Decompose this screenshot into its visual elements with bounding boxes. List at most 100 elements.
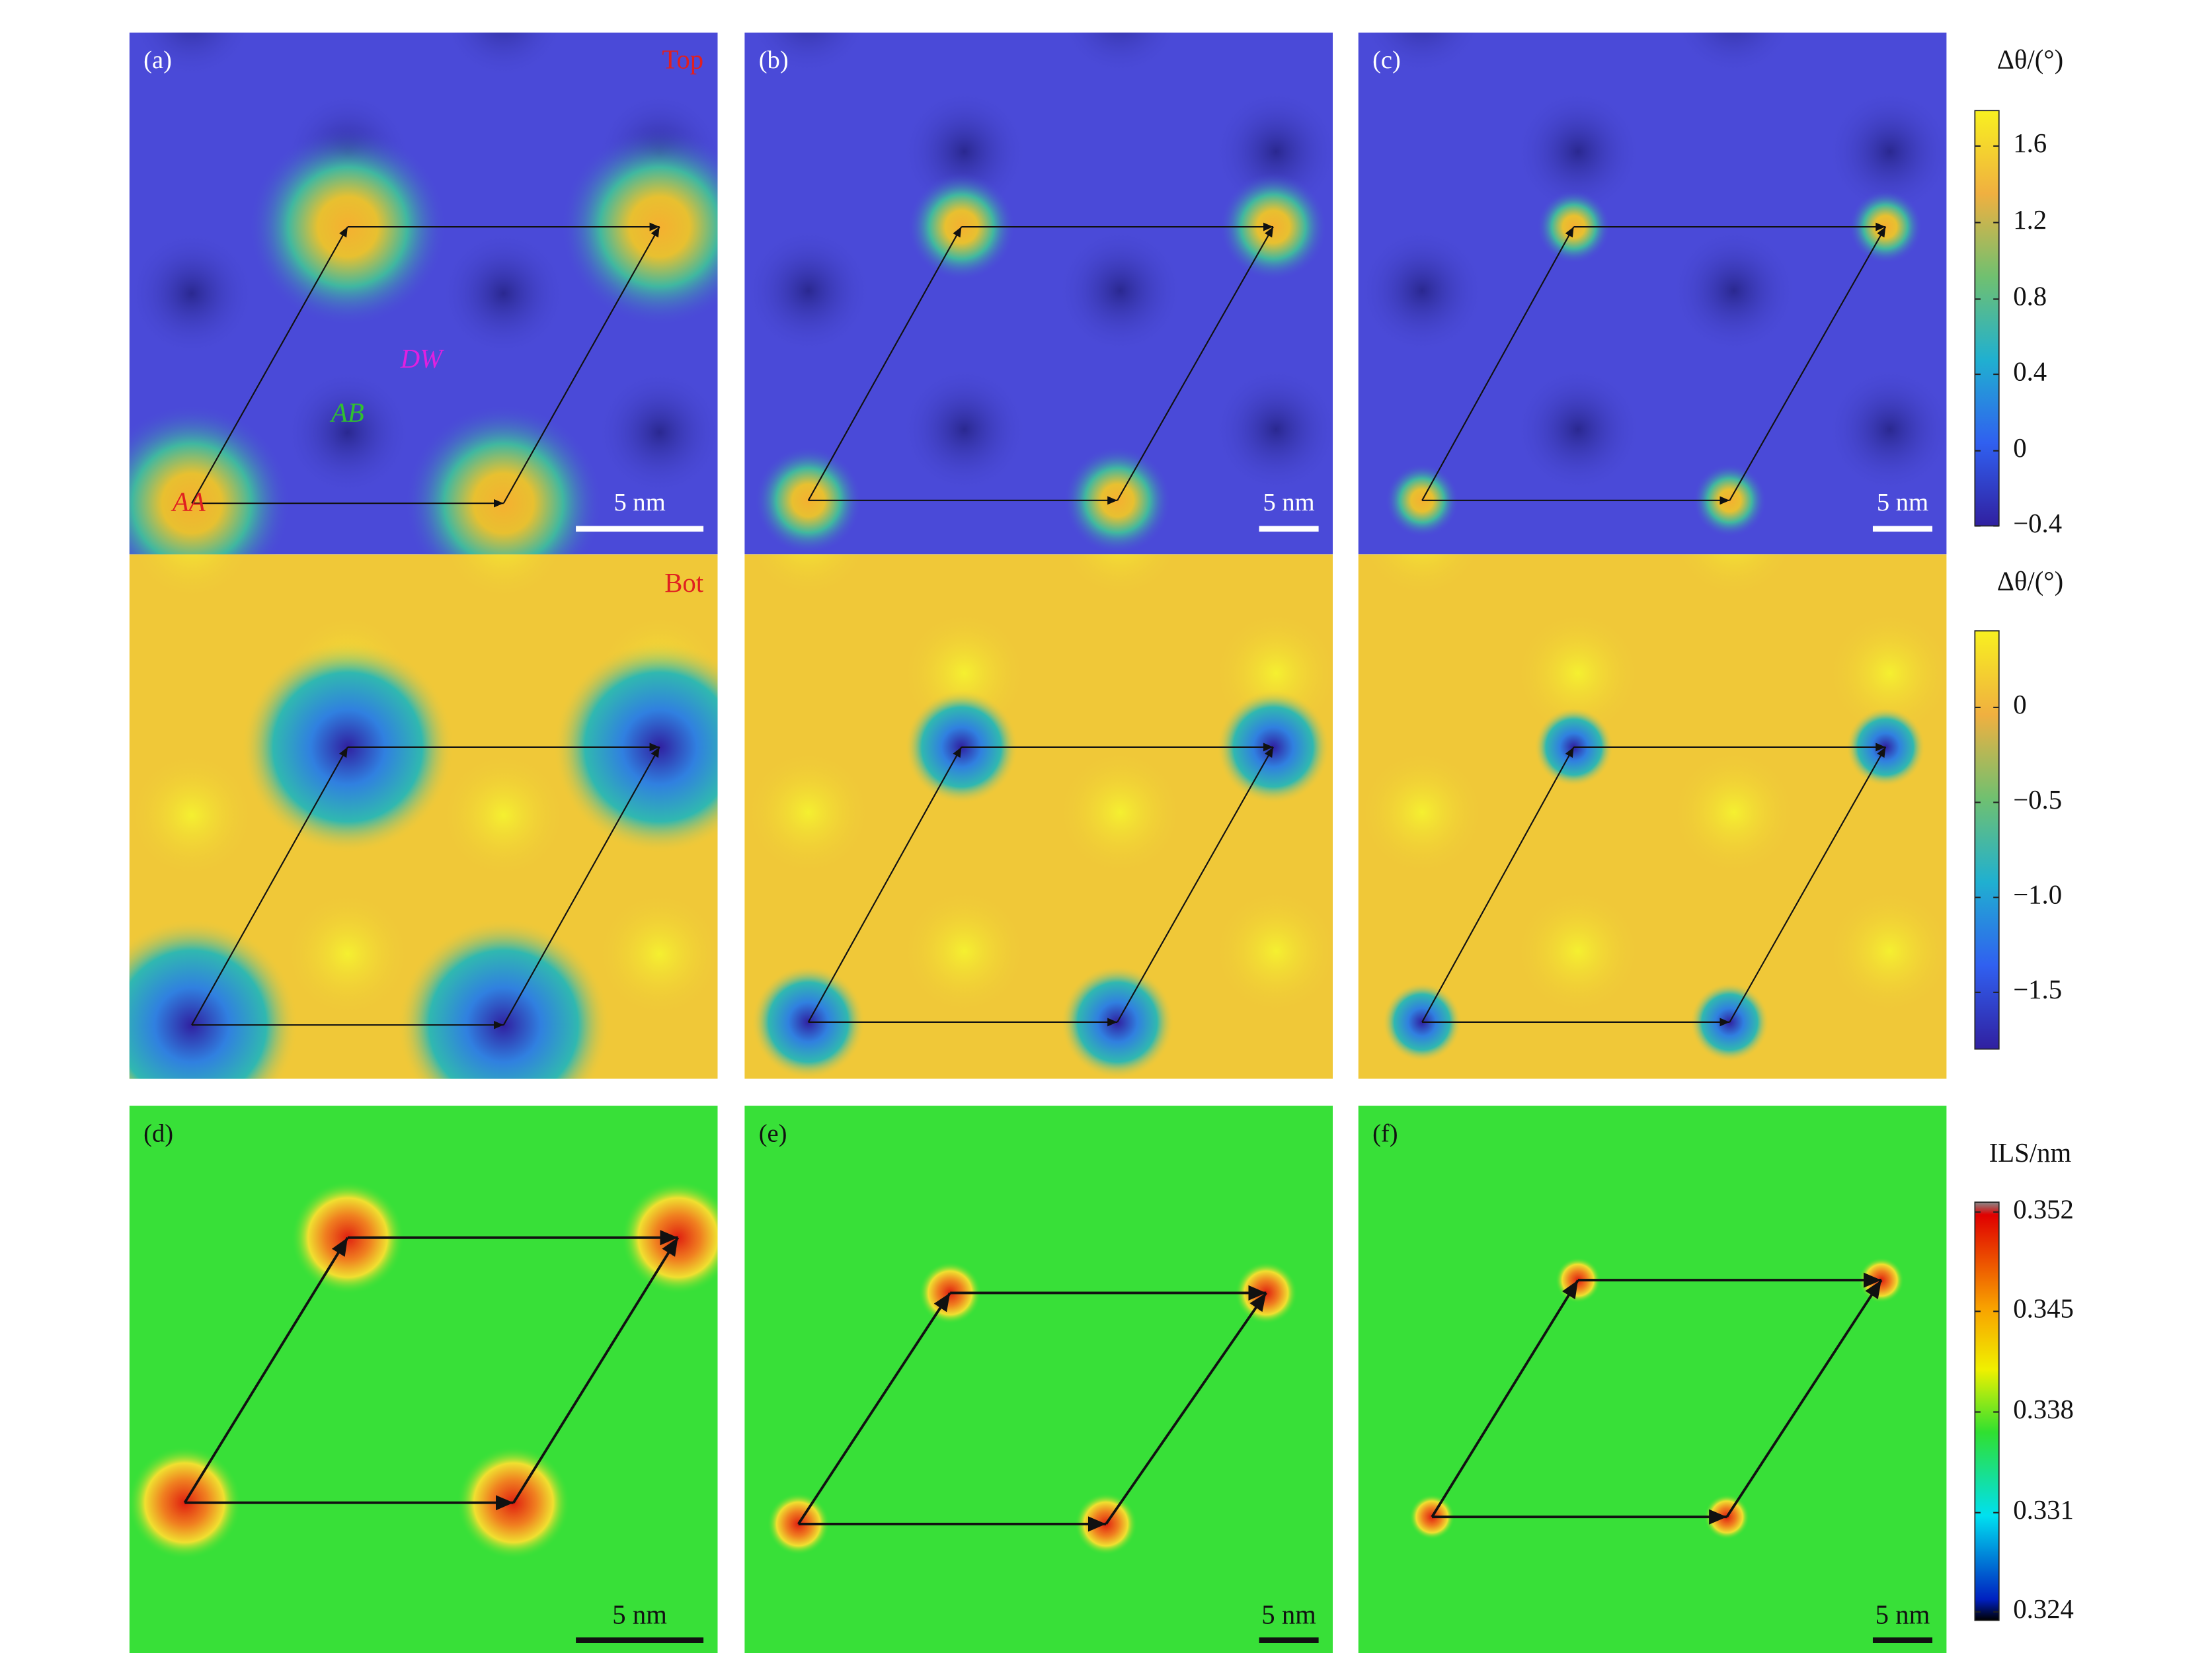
domain bbox=[1670, 748, 1798, 877]
domain bbox=[284, 890, 412, 1018]
lattice-vector bbox=[1729, 746, 1887, 1023]
lattice-vector bbox=[502, 746, 660, 1026]
scale-bar bbox=[1872, 526, 1932, 532]
domain bbox=[900, 366, 1029, 494]
domain bbox=[2138, 366, 2212, 493]
lattice-vector bbox=[1431, 1279, 1579, 1518]
colorbar-tick-label: −0.5 bbox=[2013, 785, 2062, 815]
colorbar-tick-label: 1.2 bbox=[2013, 205, 2047, 235]
panel bbox=[1358, 32, 2212, 555]
lattice-vector bbox=[807, 746, 963, 1023]
colorbar-tick-label: 0 bbox=[2013, 433, 2026, 463]
domain bbox=[0, 368, 100, 496]
domain bbox=[1059, 32, 1181, 77]
domain bbox=[596, 368, 718, 497]
colorbar-title: ILS/nm bbox=[1989, 1138, 2072, 1168]
domain bbox=[1992, 227, 2119, 354]
panel bbox=[744, 554, 1333, 1079]
domain bbox=[129, 229, 256, 358]
colorbar-tick-label: 0.338 bbox=[2013, 1394, 2074, 1424]
domain bbox=[748, 32, 869, 77]
domain bbox=[0, 612, 100, 740]
aa-spot bbox=[129, 404, 292, 555]
panel-label: (c) bbox=[1372, 46, 1401, 74]
domain bbox=[1826, 366, 1947, 494]
colorbar-tick-label: 0.352 bbox=[2013, 1195, 2074, 1225]
lattice-vector bbox=[1421, 226, 1575, 501]
lattice-vector bbox=[183, 1236, 349, 1504]
domain bbox=[1514, 887, 1642, 1016]
domain bbox=[1673, 32, 1795, 77]
scale-bar-label: 5 nm bbox=[612, 1600, 667, 1630]
domain bbox=[440, 751, 568, 879]
scale-bar-label: 5 nm bbox=[1877, 489, 1928, 516]
region-label: DW bbox=[400, 344, 444, 374]
lattice-vector bbox=[1117, 226, 1274, 501]
colorbar-tick-label: −0.4 bbox=[2013, 508, 2062, 538]
lattice-vector bbox=[1421, 746, 1575, 1023]
domain bbox=[1056, 748, 1184, 877]
domain bbox=[2138, 610, 2212, 737]
lattice-vector bbox=[1725, 1279, 1883, 1518]
panel bbox=[1358, 554, 2212, 1079]
aa-spot bbox=[397, 918, 610, 1079]
lattice-vector bbox=[502, 226, 660, 504]
domain bbox=[1212, 366, 1333, 494]
domain bbox=[744, 748, 873, 877]
scale-bar bbox=[1259, 1637, 1319, 1643]
lattice-vector bbox=[1729, 226, 1887, 501]
scale-bar bbox=[1872, 1637, 1932, 1643]
colorbar-title: Δθ/(°) bbox=[1997, 567, 2063, 596]
colorbar-tick-label: −1.0 bbox=[2013, 880, 2062, 910]
domain bbox=[1358, 227, 1486, 355]
layer-tag: Bot bbox=[664, 568, 704, 598]
domain bbox=[744, 227, 873, 355]
domain bbox=[1514, 87, 1642, 216]
domain bbox=[596, 890, 718, 1018]
panel-label: (b) bbox=[759, 46, 789, 74]
scale-bar bbox=[576, 1637, 704, 1643]
lattice-vector bbox=[512, 1236, 680, 1504]
panel-label: (a) bbox=[143, 46, 172, 74]
scale-bar bbox=[576, 526, 704, 532]
lattice-vector bbox=[191, 746, 348, 1026]
domain bbox=[1361, 32, 1483, 77]
colorbar-tick-label: 0 bbox=[2013, 690, 2026, 719]
panel bbox=[744, 32, 2119, 555]
domain bbox=[748, 554, 869, 598]
colorbar-tick-label: 0.331 bbox=[2013, 1495, 2074, 1525]
aa-spot bbox=[404, 404, 603, 555]
domain bbox=[0, 91, 100, 218]
lattice-vector bbox=[797, 1292, 951, 1525]
domain bbox=[1361, 554, 1483, 598]
panel bbox=[0, 32, 718, 555]
domain bbox=[2138, 887, 2212, 1015]
panel-label: (f) bbox=[1372, 1119, 1398, 1147]
lattice-vector bbox=[191, 226, 348, 504]
scale-bar-label: 5 nm bbox=[613, 489, 665, 516]
domain bbox=[130, 32, 254, 80]
panel bbox=[744, 1106, 1333, 1653]
lattice-vector bbox=[807, 226, 963, 501]
colorbar-tick-label: 0.8 bbox=[2013, 282, 2047, 311]
panel bbox=[0, 554, 718, 1079]
domain bbox=[440, 229, 568, 358]
panel-background bbox=[744, 1106, 1333, 1653]
colorbar-tick-label: 1.6 bbox=[2013, 128, 2047, 158]
domain bbox=[442, 554, 565, 602]
panel bbox=[129, 1106, 718, 1653]
domain bbox=[1826, 609, 1947, 737]
aa-spot bbox=[1382, 982, 1462, 1062]
domain bbox=[284, 368, 412, 497]
panel-label: (d) bbox=[143, 1119, 173, 1147]
scale-bar-label: 5 nm bbox=[1263, 489, 1314, 516]
colorbar-tick-label: 0.345 bbox=[2013, 1294, 2074, 1324]
domain bbox=[442, 32, 565, 80]
domain bbox=[1059, 554, 1181, 598]
domain bbox=[1826, 887, 1947, 1016]
domain bbox=[1514, 366, 1642, 494]
panel-background bbox=[1358, 1106, 1947, 1653]
domain bbox=[129, 751, 256, 879]
domain bbox=[1826, 87, 1947, 216]
